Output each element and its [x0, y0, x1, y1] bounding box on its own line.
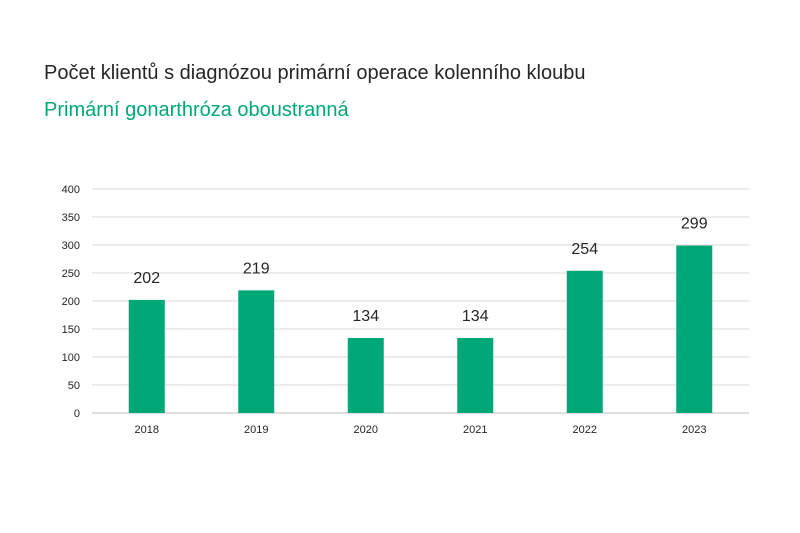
y-tick-label: 200: [62, 296, 80, 308]
bar: [128, 299, 165, 413]
data-label: 202: [133, 270, 160, 287]
y-tick-label: 400: [62, 184, 80, 196]
data-label: 134: [462, 308, 489, 325]
bar: [238, 290, 275, 413]
y-tick-label: 50: [68, 380, 80, 392]
y-tick-label: 100: [62, 352, 80, 364]
x-tick-label: 2022: [573, 424, 597, 436]
x-tick-label: 2018: [135, 424, 159, 436]
y-tick-label: 350: [62, 212, 80, 224]
x-tick-label: 2023: [682, 424, 706, 436]
x-tick-label: 2020: [354, 424, 378, 436]
bar: [457, 337, 494, 413]
chart-subtitle: Primární gonarthróza oboustranná: [44, 99, 349, 121]
y-tick-label: 250: [62, 268, 80, 280]
x-tick-label: 2019: [244, 424, 268, 436]
x-tick-label: 2021: [463, 424, 487, 436]
bar: [676, 245, 713, 413]
data-label: 219: [243, 260, 270, 277]
bar: [566, 270, 603, 413]
data-label: 299: [681, 216, 708, 233]
y-tick-label: 150: [62, 324, 80, 336]
y-tick-label: 0: [74, 408, 80, 420]
chart-title: Počet klientů s diagnózou primární opera…: [44, 62, 586, 84]
data-label: 134: [352, 308, 379, 325]
data-label: 254: [571, 241, 598, 258]
y-tick-label: 300: [62, 240, 80, 252]
bar: [347, 337, 384, 413]
